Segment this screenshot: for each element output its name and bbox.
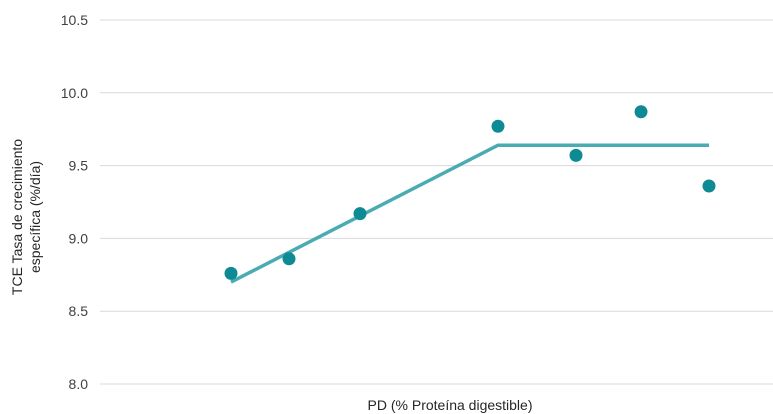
data-point: [224, 266, 238, 280]
data-points: [224, 105, 716, 280]
y-tick-label: 9.0: [69, 230, 89, 246]
grid-lines: [100, 19, 773, 385]
data-point: [353, 207, 367, 221]
y-tick-label: 8.0: [69, 376, 89, 392]
fit-line-group: [230, 143, 709, 284]
data-point: [634, 105, 648, 119]
data-point: [282, 252, 296, 266]
y-tick-labels: 8.0 8.5 9.0 9.5 10.0 10.5: [61, 12, 88, 392]
y-tick-label: 9.5: [69, 158, 89, 174]
fit-line: [230, 143, 709, 284]
data-point: [702, 179, 716, 193]
y-axis-title-line-2: específica (%/día): [27, 161, 43, 273]
data-point: [491, 119, 505, 133]
y-tick-label: 10.5: [61, 12, 88, 28]
y-axis-title-line-1: TCE Tasa de crecimiento: [9, 139, 25, 295]
x-axis-title: PD (% Proteína digestible): [368, 397, 533, 413]
y-tick-label: 10.0: [61, 85, 88, 101]
y-tick-label: 8.5: [69, 303, 89, 319]
data-point: [569, 148, 583, 162]
